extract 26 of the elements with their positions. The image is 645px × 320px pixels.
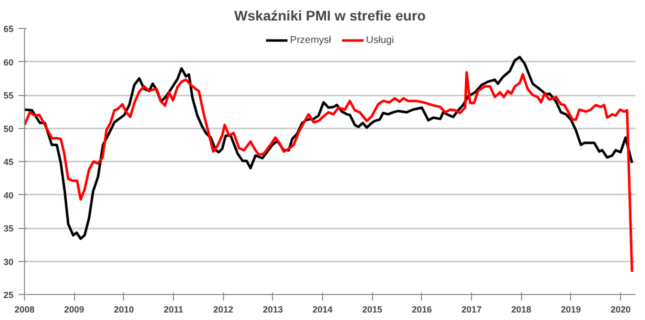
x-tick-label: 2020 — [610, 304, 631, 314]
x-tick-label: 2009 — [64, 304, 84, 314]
x-tick-label: 2018 — [511, 304, 532, 314]
x-tick-label: 2014 — [312, 304, 333, 314]
y-tick-label: 60 — [3, 57, 14, 68]
x-tick-label: 2008 — [14, 304, 35, 314]
y-tick-label: 35 — [3, 224, 14, 234]
x-tick-label: 2012 — [213, 304, 234, 314]
x-tick-label: 2016 — [412, 304, 432, 314]
legend-label: Usługi — [366, 34, 394, 46]
y-tick-label: 65 — [3, 24, 14, 34]
y-tick-label: 45 — [3, 157, 14, 167]
x-tick-label: 2010 — [114, 304, 134, 314]
x-tick-label: 2017 — [462, 304, 482, 314]
x-tick-label: 2015 — [362, 304, 382, 314]
legend-label: Przemysł — [290, 34, 332, 46]
chart-title: Wskaźniki PMI w strefie euro — [234, 8, 426, 24]
line-series — [24, 71, 634, 274]
y-tick-label: 50 — [3, 124, 14, 134]
y-tick-label: 55 — [3, 90, 14, 100]
x-tick-label: 2019 — [560, 304, 581, 314]
y-tick-label: 40 — [3, 190, 14, 200]
y-tick-label: 25 — [3, 290, 14, 300]
y-tick-label: 30 — [3, 256, 14, 267]
x-tick-label: 2011 — [164, 304, 184, 314]
x-tick-label: 2013 — [262, 304, 283, 314]
